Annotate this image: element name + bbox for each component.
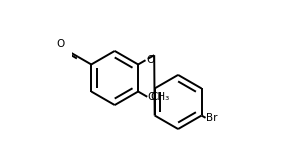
Text: O: O [148,92,156,102]
Text: O: O [57,39,65,49]
Text: CH₃: CH₃ [150,92,170,102]
Text: Br: Br [206,113,218,123]
Text: O: O [146,55,154,65]
